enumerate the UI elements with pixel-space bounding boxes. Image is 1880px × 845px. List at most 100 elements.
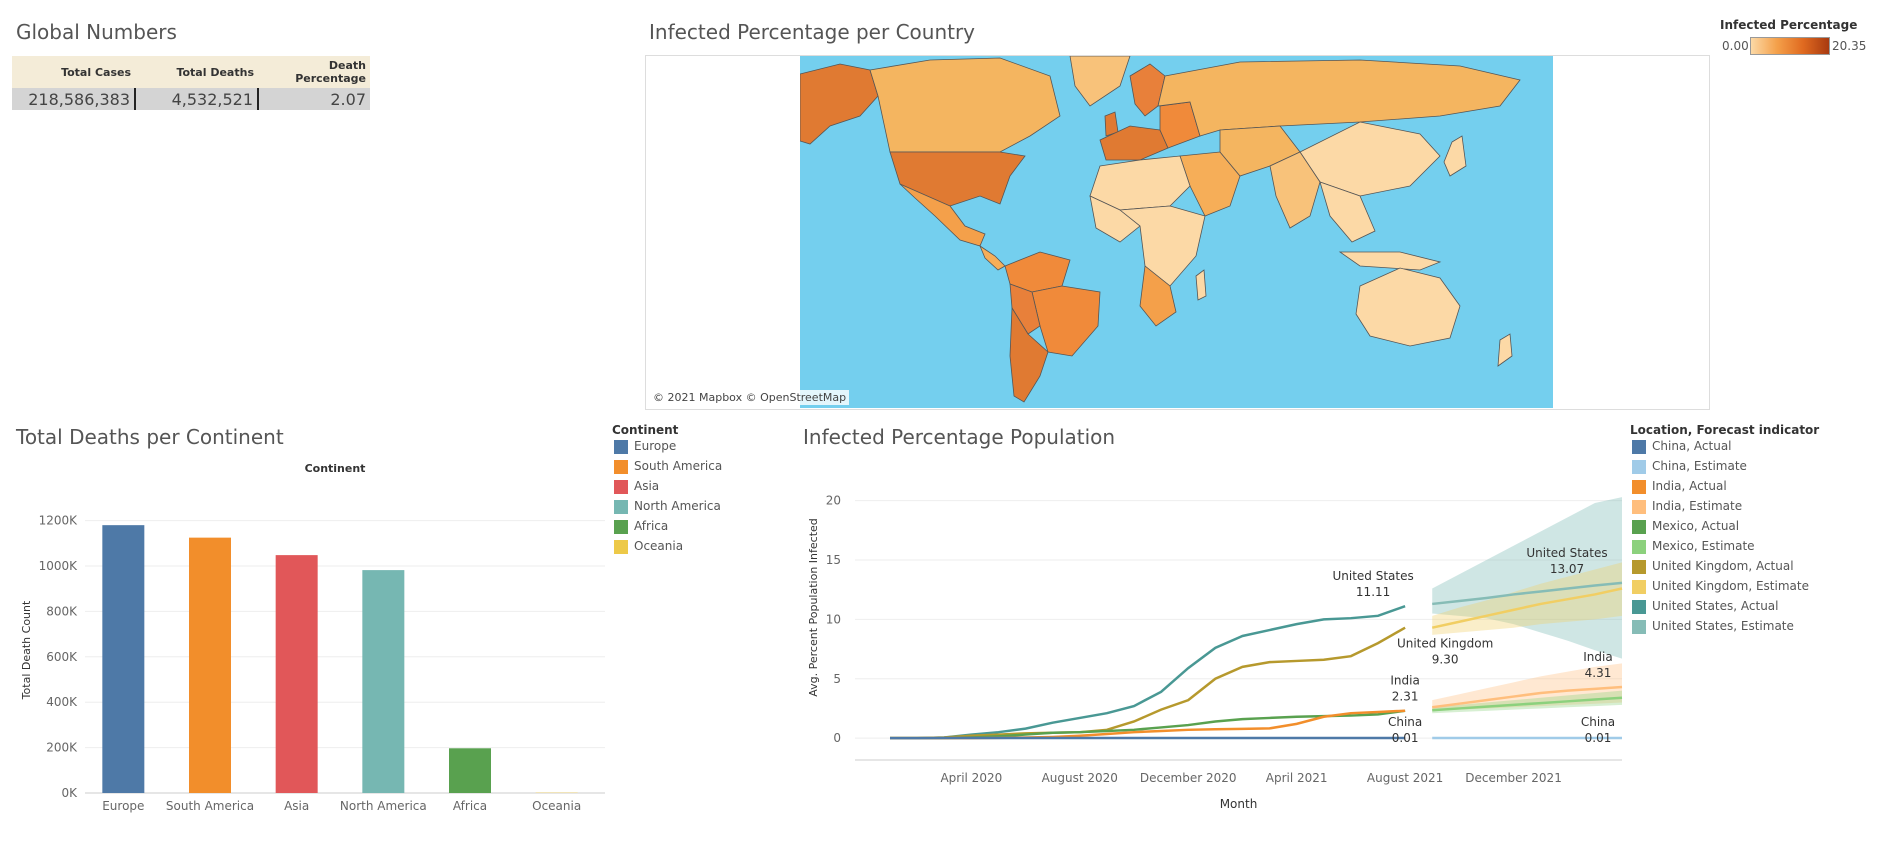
continent-legend-title: Continent [612,423,678,437]
world-map[interactable] [800,56,1553,408]
legend-swatch [614,440,628,454]
infected-legend-title: Infected Percentage [1720,18,1857,32]
legend-swatch [1632,480,1646,494]
legend-swatch [614,500,628,514]
legend-label: Mexico, Estimate [1652,539,1755,553]
legend-swatch [1632,620,1646,634]
location-legend-item[interactable]: Mexico, Actual [1632,519,1739,534]
y-tick-label: 0K [61,786,78,800]
map-madagascar[interactable] [1196,270,1206,300]
x-tick-label: August 2021 [1367,771,1443,785]
death-percentage-header: Death Percentage [258,56,370,88]
deaths-chart-title: Total Deaths per Continent [16,425,284,449]
legend-swatch [1632,560,1646,574]
y-tick-label: 200K [46,741,78,755]
location-legend-item[interactable]: China, Actual [1632,439,1732,454]
location-legend-item[interactable]: United Kingdom, Estimate [1632,579,1809,594]
legend-label: United Kingdom, Estimate [1652,579,1809,593]
y-tick-label: 5 [833,672,841,686]
annotation-value: 4.31 [1585,666,1612,680]
location-legend-item[interactable]: United States, Actual [1632,599,1778,614]
y-tick-label: 0 [833,731,841,745]
annotation-value: 0.01 [1392,731,1419,745]
legend-swatch [1632,580,1646,594]
legend-label: Mexico, Actual [1652,519,1739,533]
continent-legend-item[interactable]: Oceania [614,539,683,554]
x-tick-label: North America [340,799,427,813]
bar-europe[interactable] [102,525,144,793]
annotation-value: 2.31 [1392,690,1419,704]
deaths-bar-chart[interactable]: Continent0K200K400K600K800K1000K1200KEur… [10,455,610,845]
map-credit: © 2021 Mapbox © OpenStreetMap [650,390,849,405]
total-deaths-header: Total Deaths [135,56,258,88]
x-axis-label: Month [1220,797,1258,811]
bar-africa[interactable] [449,748,491,793]
bar-south-america[interactable] [189,538,231,793]
location-legend-title: Location, Forecast indicator [1630,423,1819,437]
continent-legend-item[interactable]: Europe [614,439,676,454]
x-tick-label: Asia [284,799,309,813]
legend-swatch [614,540,628,554]
annotation-location: China [1581,715,1615,729]
bar-asia[interactable] [276,555,318,793]
x-tick-label: Europe [102,799,144,813]
location-legend-item[interactable]: India, Estimate [1632,499,1742,514]
annotation-location: United Kingdom [1397,637,1493,651]
legend-label: China, Estimate [1652,459,1747,473]
x-tick-label: South America [166,799,254,813]
global-numbers-header-row: Total Cases Total Deaths Death Percentag… [12,56,370,88]
location-legend-item[interactable]: India, Actual [1632,479,1727,494]
continent-legend-item[interactable]: North America [614,499,721,514]
y-tick-label: 1000K [39,559,79,573]
y-tick-label: 400K [46,695,78,709]
legend-label: United States, Estimate [1652,619,1794,633]
annotation-location: United States [1332,569,1413,583]
location-legend-item[interactable]: Mexico, Estimate [1632,539,1755,554]
location-legend-item[interactable]: United Kingdom, Actual [1632,559,1794,574]
location-legend-item[interactable]: United States, Estimate [1632,619,1794,634]
legend-swatch [1632,500,1646,514]
total-cases-value[interactable]: 218,586,383 [12,88,135,110]
total-deaths-value[interactable]: 4,532,521 [135,88,258,110]
map-title: Infected Percentage per Country [649,20,975,44]
legend-label: United Kingdom, Actual [1652,559,1794,573]
actual-line-united-states-actual[interactable] [890,606,1405,738]
x-tick-label: Africa [453,799,487,813]
legend-label: North America [634,499,721,513]
bar-north-america[interactable] [362,570,404,793]
annotation-value: 11.11 [1356,585,1390,599]
y-axis-label: Avg. Percent Population Infected [807,518,820,697]
x-tick-label: April 2020 [940,771,1002,785]
global-numbers-title: Global Numbers [16,20,177,44]
continent-legend-item[interactable]: South America [614,459,722,474]
x-tick-label: December 2020 [1140,771,1237,785]
legend-swatch [1632,540,1646,554]
annotation-location: India [1583,650,1612,664]
legend-label: China, Actual [1652,439,1732,453]
legend-swatch [1632,440,1646,454]
annotation-location: India [1390,674,1419,688]
infected-legend-max: 20.35 [1832,39,1866,53]
global-numbers-table: Total Cases Total Deaths Death Percentag… [12,56,370,110]
legend-label: Oceania [634,539,683,553]
actual-line-united-kingdom-actual[interactable] [890,628,1405,738]
death-percentage-value[interactable]: 2.07 [258,88,370,110]
annotation-value: 13.07 [1550,562,1584,576]
total-cases-header: Total Cases [12,56,135,88]
global-numbers-value-row[interactable]: 218,586,383 4,532,521 2.07 [12,88,370,110]
y-tick-label: 600K [46,650,78,664]
location-legend-item[interactable]: China, Estimate [1632,459,1747,474]
legend-swatch [614,460,628,474]
infected-legend-gradient [1750,37,1830,55]
legend-swatch [614,520,628,534]
annotation-value: 0.01 [1585,731,1612,745]
y-axis-label: Total Death Count [20,600,33,700]
legend-label: Africa [634,519,668,533]
deaths-chart-header: Continent [305,462,366,475]
infected-legend-min: 0.00 [1722,39,1749,53]
legend-label: Asia [634,479,659,493]
continent-legend-item[interactable]: Africa [614,519,668,534]
continent-legend-item[interactable]: Asia [614,479,659,494]
y-tick-label: 20 [826,494,841,508]
